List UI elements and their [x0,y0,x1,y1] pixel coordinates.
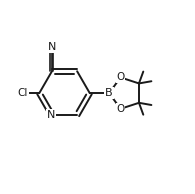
Text: N: N [47,110,55,120]
Text: N: N [48,42,56,52]
Text: Cl: Cl [18,88,28,98]
Text: B: B [105,88,113,98]
Text: O: O [116,104,125,114]
Text: O: O [116,72,125,82]
